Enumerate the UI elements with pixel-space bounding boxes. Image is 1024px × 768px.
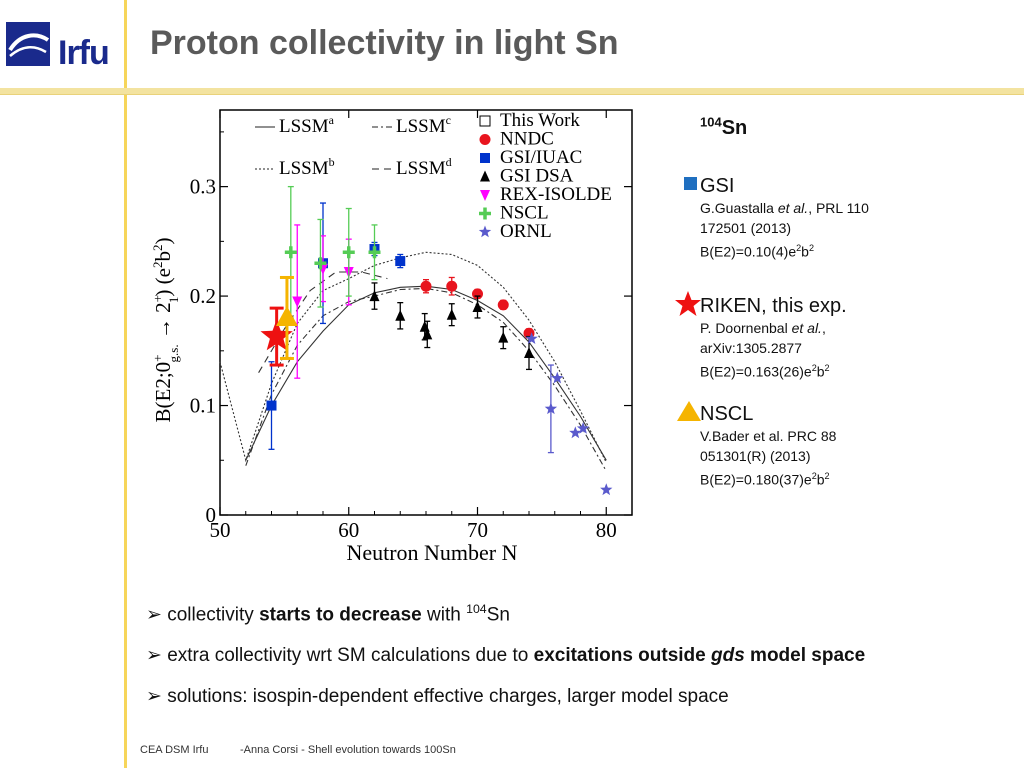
- bullet-1: ➢ collectivity starts to decrease with 1…: [146, 602, 510, 626]
- gsi-square-icon: [684, 177, 697, 190]
- riken-reference: RIKEN, this exp. P. Doornenbal et al., a…: [700, 295, 847, 380]
- x-tick-label: 60: [338, 518, 359, 542]
- page-title: Proton collectivity in light Sn: [150, 24, 619, 62]
- data-point-nndc: [497, 299, 509, 311]
- legend-label: LSSMd: [396, 155, 452, 179]
- svg-text:B(E2;0+g.s. → 2+1) (e2b2): B(E2;0+g.s. → 2+1) (e2b2): [150, 238, 181, 423]
- data-point-gsi-dsa: [395, 309, 406, 321]
- nscl-reference: NSCL V.Bader et al. PRC 88 051301(R) (20…: [700, 403, 837, 488]
- data-point-nscl-104sn: [275, 305, 298, 326]
- y-tick-label: 0.3: [190, 175, 216, 199]
- legend-label: REX-ISOLDE: [500, 184, 612, 205]
- data-point-riken-this-exp-: [260, 319, 293, 351]
- riken-star-icon: [675, 291, 701, 316]
- x-tick-label: 80: [596, 518, 617, 542]
- data-point-ornl: [551, 371, 564, 384]
- data-point-nscl: [284, 246, 297, 259]
- legend-marker: [480, 153, 490, 163]
- y-tick-label: 0.1: [190, 394, 216, 418]
- data-points: [260, 185, 613, 496]
- data-point-gsi-dsa: [524, 347, 534, 358]
- legend-marker: [480, 190, 490, 201]
- header-divider-edge: [0, 94, 1024, 95]
- footer-left: CEA DSM Irfu: [140, 744, 209, 756]
- data-point-nscl: [342, 246, 355, 259]
- axis-ticks: 50 60 70 80 0 0.1 0.2 0.3: [190, 110, 633, 542]
- legend-label: ORNL: [500, 221, 552, 242]
- legend-label: LSSMc: [396, 113, 451, 137]
- chart-legend: LSSMa LSSMb LSSMc LSSMd This WorkNNDCGSI/IUA…: [255, 110, 612, 242]
- data-point-ornl: [569, 426, 582, 439]
- legend-label: NSCL: [500, 203, 549, 224]
- legend-label: GSI/IUAC: [500, 147, 582, 168]
- data-point-gsi-dsa: [422, 328, 433, 340]
- bullet-2: ➢ extra collectivity wrt SM calculations…: [146, 645, 866, 666]
- be2-chart: 50 60 70 80 0 0.1 0.2 0.3 LSSMa LSSMb LSSMc LSSMd T…: [150, 109, 633, 565]
- legend-label: LSSMb: [279, 155, 335, 179]
- legend-marker: [479, 134, 491, 145]
- y-tick-label: 0: [206, 503, 217, 527]
- curve-lssm-c: [245, 287, 607, 472]
- data-point-gsi-dsa: [369, 290, 380, 302]
- irfu-swirl-icon: [6, 22, 50, 66]
- legend-marker: [478, 225, 492, 238]
- data-point-nndc: [446, 280, 458, 292]
- data-point-ornl: [525, 332, 538, 344]
- gsi-reference: GSI G.Guastalla et al., PRL 110 172501 (…: [700, 175, 869, 260]
- irfu-logo: Irfu: [6, 20, 118, 72]
- bullet-3: ➢ solutions: isospin-dependent effective…: [146, 686, 729, 707]
- legend-marker: [479, 115, 491, 127]
- legend-label: GSI DSA: [500, 166, 574, 187]
- data-point-gsi-iuac: [266, 400, 277, 411]
- arrow-bullet-icon: ➢: [146, 645, 162, 666]
- data-point-gsi-dsa: [472, 301, 483, 313]
- data-point-nndc: [420, 280, 432, 292]
- legend-label: LSSMa: [279, 113, 335, 137]
- data-point-gsi-dsa: [446, 308, 457, 320]
- y-tick-label: 0.2: [190, 284, 216, 308]
- x-tick-label: 50: [210, 518, 231, 542]
- data-point-gsi-iuac: [395, 256, 406, 267]
- nscl-triangle-icon: [677, 401, 701, 421]
- data-point-ornl: [600, 483, 613, 496]
- logo-text: Irfu: [58, 34, 110, 72]
- arrow-bullet-icon: ➢: [146, 686, 162, 707]
- left-accent-line: [124, 0, 127, 768]
- footer-center: -Anna Corsi - Shell evolution towards 10…: [240, 744, 456, 756]
- data-point-ornl: [576, 422, 590, 434]
- data-point-ornl: [544, 402, 558, 415]
- x-axis-label: Neutron Number N: [346, 540, 517, 565]
- y-axis-label: B(E2;0+g.s. → 2+1) (e2b2): [150, 238, 181, 423]
- data-point-nscl: [314, 257, 327, 270]
- legend-marker: [480, 170, 490, 182]
- data-point-gsi-dsa: [498, 331, 509, 343]
- legend-label: NNDC: [500, 129, 554, 150]
- data-point-rex-isolde: [292, 296, 303, 308]
- arrow-bullet-icon: ➢: [146, 604, 162, 626]
- header-divider: [0, 88, 1024, 94]
- x-tick-label: 70: [467, 518, 488, 542]
- data-point-nscl: [368, 246, 381, 259]
- nucleus-label: 104Sn: [700, 114, 748, 139]
- legend-label: This Work: [500, 110, 580, 131]
- legend-marker: [479, 207, 491, 220]
